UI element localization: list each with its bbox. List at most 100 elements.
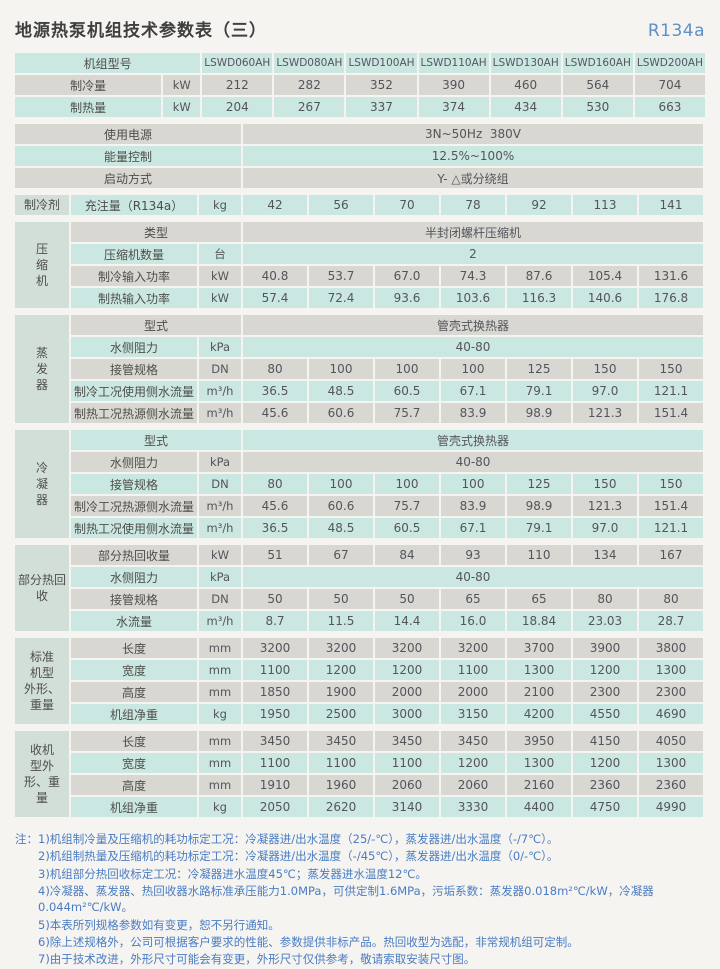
value-cell: 8.7 (243, 611, 307, 631)
value-cell: 100 (375, 359, 439, 379)
value-cell: 50 (309, 589, 373, 609)
unit-cell: kPa (199, 567, 241, 587)
value-cell: 125 (507, 359, 571, 379)
note-item-4: 4)冷凝器、蒸发器、热回收器水路标准承压能力1.0MPa，可供定制1.6MPa，… (38, 883, 654, 915)
value-cell: 134 (573, 545, 637, 565)
value-cell: 1300 (639, 753, 703, 773)
row-label: 制热工况使用侧水流量 (71, 518, 197, 538)
value-cell: 74.3 (441, 266, 505, 286)
value-cell: 1200 (573, 753, 637, 773)
value-cell: 98.9 (507, 496, 571, 516)
value-cell: 36.5 (243, 518, 307, 538)
value-cell: 67.0 (375, 266, 439, 286)
row-label: 接管规格 (71, 474, 197, 494)
value-cell: 3950 (507, 731, 571, 751)
value-cell: 3330 (441, 797, 505, 817)
span-value-cell: 半封闭螺杆压缩机 (243, 222, 703, 242)
row-label: 型式 (71, 315, 241, 335)
value-cell: 3200 (309, 638, 373, 658)
value-cell: 87.6 (507, 266, 571, 286)
table-row: 压 缩 机类型 半封闭螺杆压缩机 (15, 222, 703, 308)
row-label: 制冷工况热源侧水流量 (71, 496, 197, 516)
value-cell: 84 (375, 545, 439, 565)
table-row: 制热工况热源侧水流量 m³/h 45.6 60.6 75.7 83.9 98.9 121.3 1… (15, 403, 703, 423)
unit-cell: m³/h (199, 518, 241, 538)
value-cell: 150 (573, 474, 637, 494)
model-header-cell: LSWD130AH (490, 53, 561, 73)
value-cell: 11.5 (309, 611, 373, 631)
value-cell: 14.4 (375, 611, 439, 631)
group-label: 收机 型外 形、重 量 (15, 731, 69, 817)
table-row: 制热工况使用侧水流量 m³/h 36.5 48.5 60.5 67.1 79.1 97.0 12… (15, 518, 703, 538)
value-cell: 45.6 (243, 496, 307, 516)
value-cell: 2100 (507, 682, 571, 702)
table-row: 高度 mm 1850 1900 2000 2000 2100 2300 2300 (15, 682, 703, 702)
row-label: 能量控制 (15, 146, 241, 166)
table-row: 使用电源 3N~50Hz 380V (15, 124, 703, 144)
value-cell: 42 (243, 195, 307, 215)
value-cell: 60.5 (375, 518, 439, 538)
value-cell: 121.1 (639, 381, 703, 401)
value-cell: 2160 (507, 775, 571, 795)
unit-cell: kg (199, 704, 241, 724)
model-header-cell: LSWD200AH (634, 53, 705, 73)
row-label: 机组型号 (15, 53, 201, 73)
value-cell: 3450 (375, 731, 439, 751)
value-cell: 53.7 (309, 266, 373, 286)
value-cell: 1300 (507, 753, 571, 773)
unit-cell: kPa (199, 452, 241, 472)
unit-cell: kg (199, 195, 241, 215)
value-cell: 1100 (243, 753, 307, 773)
value-cell: 4690 (639, 704, 703, 724)
value-cell: 72.4 (309, 288, 373, 308)
value-cell: 2620 (309, 797, 373, 817)
span-value-cell: 管壳式换热器 (243, 430, 703, 450)
value-cell: 3450 (309, 731, 373, 751)
value-cell: 267 (274, 97, 345, 117)
value-cell: 1300 (507, 660, 571, 680)
page-title: 地源热泵机组技术参数表（三） (15, 21, 267, 41)
table-row: 接管规格 DN 80 100 100 100 125 150 150 (15, 474, 703, 494)
unit-cell: mm (199, 731, 241, 751)
row-label: 类型 (71, 222, 241, 242)
value-cell: 79.1 (507, 381, 571, 401)
value-cell: 704 (634, 75, 705, 95)
unit-cell: kW (163, 75, 201, 95)
unit-cell: mm (199, 775, 241, 795)
row-label: 高度 (71, 775, 197, 795)
table-row: 宽度 mm 1100 1100 1100 1200 1300 1200 1300 (15, 753, 703, 773)
unit-cell: DN (199, 589, 241, 609)
table-section: 压 缩 机类型 半封闭螺杆压缩机 压缩机数量台 2 制冷输入功率 kW 40.8 53.7 67… (13, 220, 705, 310)
value-cell: 80 (639, 589, 703, 609)
unit-cell: kg (199, 797, 241, 817)
value-cell: 100 (441, 359, 505, 379)
table-row: 水侧阻力 kPa 40-80 (15, 337, 703, 357)
table-row: 压缩机数量台 2 (15, 244, 703, 264)
value-cell: 100 (441, 474, 505, 494)
row-label: 机组净重 (71, 797, 197, 817)
value-cell: 434 (490, 97, 561, 117)
model-header-cell: LSWD100AH (346, 53, 417, 73)
value-cell: 4050 (639, 731, 703, 751)
value-cell: 167 (639, 545, 703, 565)
table-row: 水侧阻力 kPa 40-80 (15, 567, 703, 587)
value-cell: 1300 (639, 660, 703, 680)
value-cell: 2300 (573, 682, 637, 702)
value-cell: 564 (562, 75, 633, 95)
value-cell: 40.8 (243, 266, 307, 286)
value-cell: 282 (274, 75, 345, 95)
unit-cell: mm (199, 682, 241, 702)
table-section: 标准 机型 外形、 重量 长度 mm 3200 3200 3200 3200 3700 3900… (13, 636, 705, 726)
unit-cell: m³/h (199, 381, 241, 401)
note-item-3: 3)机组部分热回收标定工况：冷凝器进水温度45℃；蒸发器进水温度12℃。 (38, 866, 427, 881)
value-cell: 16.0 (441, 611, 505, 631)
span-value-cell: 2 (243, 244, 703, 264)
value-cell: 2300 (639, 682, 703, 702)
value-cell: 60.6 (309, 496, 373, 516)
row-label: 接管规格 (71, 589, 197, 609)
row-label: 制热量 (15, 97, 162, 117)
table-row: 水流量 m³/h 8.7 11.5 14.4 16.0 18.84 23.03 28.7 (15, 611, 703, 631)
row-label: 型式 (71, 430, 241, 450)
value-cell: 100 (309, 474, 373, 494)
table-row: 水侧阻力 kPa 40-80 (15, 452, 703, 472)
